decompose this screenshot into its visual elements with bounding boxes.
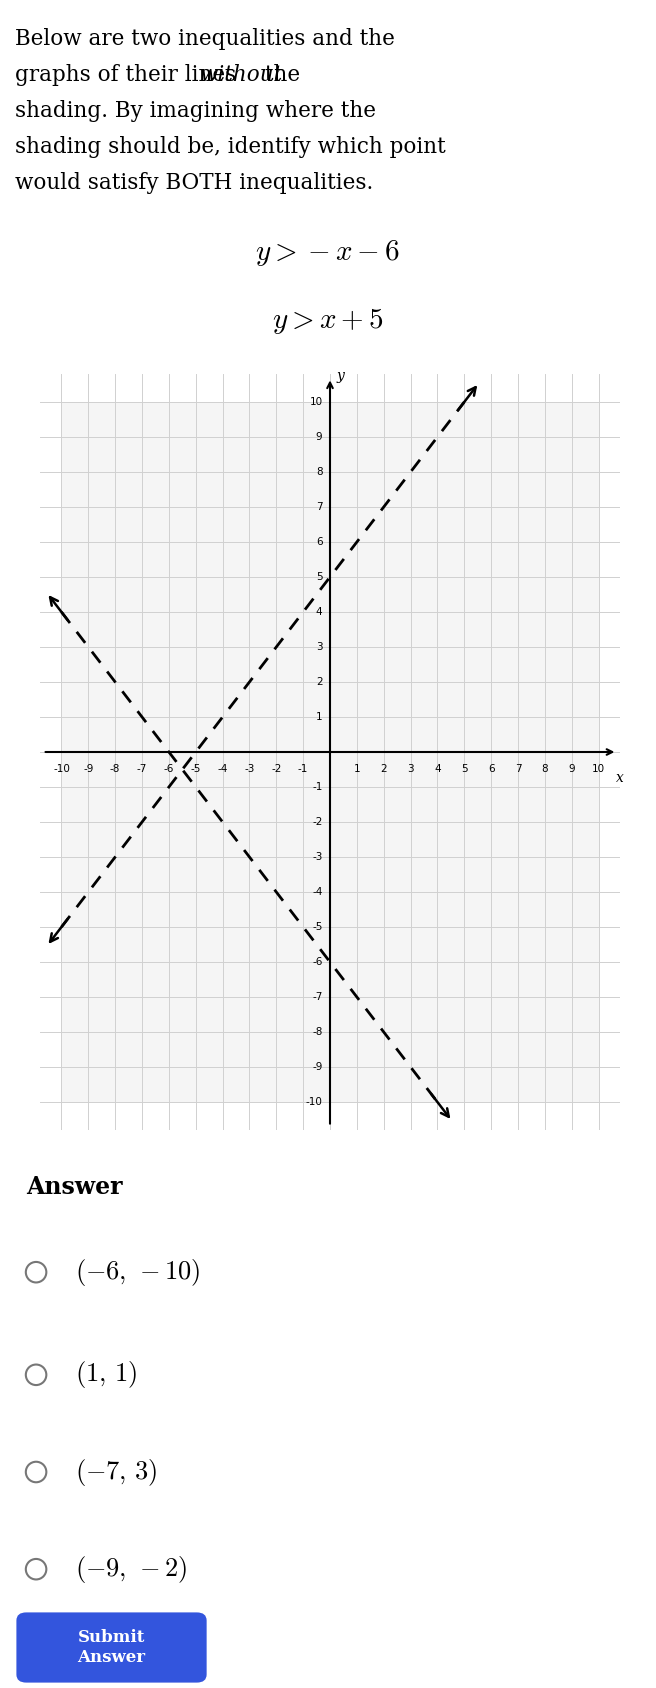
Text: shading should be, identify which point: shading should be, identify which point (15, 137, 445, 159)
Text: -3: -3 (312, 852, 323, 863)
Text: -5: -5 (190, 765, 201, 775)
Text: -9: -9 (312, 1062, 323, 1072)
Text: 9: 9 (568, 765, 575, 775)
Text: without: without (200, 64, 283, 86)
Text: Below are two inequalities and the: Below are two inequalities and the (15, 29, 395, 51)
Text: -9: -9 (83, 765, 94, 775)
Text: 5: 5 (461, 765, 468, 775)
Text: 7: 7 (515, 765, 522, 775)
Text: -4: -4 (217, 765, 228, 775)
Text: $(-6,\,-10)$: $(-6,\,-10)$ (75, 1256, 201, 1288)
Text: $y > -x - 6$: $y > -x - 6$ (255, 238, 401, 268)
Text: 4: 4 (316, 608, 323, 618)
Text: 1: 1 (354, 765, 360, 775)
Text: -6: -6 (164, 765, 174, 775)
Text: 8: 8 (316, 468, 323, 478)
Text: $(-7,\,3)$: $(-7,\,3)$ (75, 1457, 158, 1487)
Text: -2: -2 (271, 765, 281, 775)
Text: Submit
Answer: Submit Answer (77, 1629, 146, 1666)
Text: graphs of their lines: graphs of their lines (15, 64, 243, 86)
Text: 6: 6 (488, 765, 495, 775)
Text: -8: -8 (312, 1026, 323, 1036)
Text: 2: 2 (316, 677, 323, 687)
Text: 1: 1 (316, 712, 323, 722)
Text: shading. By imagining where the: shading. By imagining where the (15, 100, 376, 122)
Text: Answer: Answer (26, 1175, 123, 1198)
Text: 10: 10 (592, 765, 605, 775)
Text: x: x (616, 771, 624, 785)
Text: -8: -8 (110, 765, 120, 775)
Text: -7: -7 (312, 993, 323, 1003)
Text: -6: -6 (312, 957, 323, 967)
Text: $(-9,\,-2)$: $(-9,\,-2)$ (75, 1553, 188, 1585)
Text: 9: 9 (316, 432, 323, 442)
Text: -3: -3 (244, 765, 255, 775)
Text: -10: -10 (53, 765, 70, 775)
Text: 4: 4 (434, 765, 441, 775)
Text: 5: 5 (316, 572, 323, 582)
FancyBboxPatch shape (16, 1612, 207, 1683)
Text: 7: 7 (316, 501, 323, 511)
Text: $(1,\,1)$: $(1,\,1)$ (75, 1359, 138, 1391)
Text: 8: 8 (541, 765, 548, 775)
Text: -7: -7 (137, 765, 147, 775)
Text: $y > x + 5$: $y > x + 5$ (272, 306, 384, 336)
Text: -5: -5 (312, 922, 323, 932)
Text: 3: 3 (407, 765, 414, 775)
Text: -10: -10 (306, 1097, 323, 1107)
Text: 2: 2 (380, 765, 387, 775)
Text: y: y (337, 368, 344, 383)
Text: 6: 6 (316, 537, 323, 547)
Text: would satisfy BOTH inequalities.: would satisfy BOTH inequalities. (15, 172, 373, 194)
Text: -2: -2 (312, 817, 323, 827)
Text: -4: -4 (312, 886, 323, 896)
Text: 3: 3 (316, 641, 323, 652)
Text: -1: -1 (312, 782, 323, 792)
Text: -1: -1 (298, 765, 308, 775)
Text: the: the (258, 64, 300, 86)
Text: 10: 10 (310, 397, 323, 407)
